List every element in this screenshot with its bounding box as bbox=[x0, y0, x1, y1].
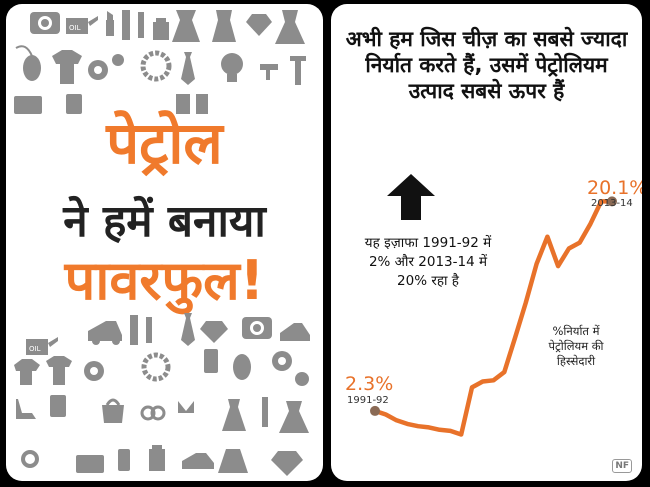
headline-line-2: ने हमें बनाया bbox=[63, 196, 266, 247]
line-chart: 2.3% 1991-92 20.1% 2013-14 bbox=[345, 177, 642, 437]
bikini-icon bbox=[178, 401, 194, 413]
mouse-icon bbox=[15, 45, 41, 81]
gear-icon bbox=[272, 351, 309, 386]
mouse-icon bbox=[233, 354, 251, 380]
gear-icon bbox=[84, 361, 104, 381]
headline-line-3: पावरफुल! bbox=[64, 249, 265, 312]
bottom-icon-collage: OIL bbox=[14, 313, 310, 476]
clothes-icon bbox=[176, 94, 208, 114]
oil-can-icon: OIL bbox=[26, 337, 58, 355]
lipstick-icon bbox=[106, 11, 114, 36]
start-value-label: 2.3% bbox=[345, 373, 393, 395]
up-arrow-icon bbox=[387, 174, 435, 220]
necklace-icon bbox=[140, 50, 172, 82]
tablet-icon bbox=[66, 94, 82, 114]
data-point-1991-92 bbox=[370, 405, 380, 416]
bag-icon bbox=[102, 398, 124, 423]
necklace-icon bbox=[141, 352, 171, 382]
tap-icon bbox=[260, 64, 278, 80]
car-icon bbox=[280, 323, 310, 341]
ruler-icon bbox=[122, 10, 144, 40]
series-line bbox=[372, 199, 615, 437]
dress-icon bbox=[279, 401, 309, 433]
ruler-icon bbox=[262, 397, 268, 427]
bulb-icon bbox=[221, 53, 243, 82]
screw-icon bbox=[290, 56, 306, 85]
diamond-icon bbox=[246, 14, 272, 36]
dress-icon bbox=[275, 10, 305, 44]
oil-can-icon: OIL bbox=[66, 16, 98, 34]
bottle-icon bbox=[153, 18, 169, 40]
diamond-icon bbox=[200, 321, 228, 343]
watch-icon bbox=[21, 450, 39, 468]
phone-icon bbox=[204, 349, 218, 373]
car-icon bbox=[88, 321, 122, 345]
ruler-icon bbox=[130, 315, 152, 345]
rings-icon bbox=[140, 405, 166, 421]
right-chart-panel: अभी हम जिस चीज़ का सबसे ज्यादा निर्यात क… bbox=[331, 4, 642, 481]
shirt-icon bbox=[52, 50, 82, 84]
top-icon-collage: OIL bbox=[14, 10, 306, 114]
left-poster-panel: OIL पेट्रोल ने हमें बनाया पावरफुल! bbox=[6, 4, 323, 481]
tie-icon bbox=[181, 52, 195, 85]
end-year-label: 2013-14 bbox=[591, 198, 633, 209]
camera-icon bbox=[30, 12, 60, 34]
gear-icon bbox=[88, 54, 124, 80]
chart-note: यह इज़ाफा 1991-92 में 2% और 2013-14 में … bbox=[364, 235, 492, 289]
headline-line-1: पेट्रोल bbox=[106, 109, 223, 177]
nf-logo: NF bbox=[612, 459, 632, 473]
series-label: %निर्यात में पेट्रोलियम की हिस्सेदारी bbox=[548, 324, 604, 368]
dress-icon bbox=[172, 10, 236, 42]
shirt-icon bbox=[14, 356, 72, 385]
svg-text:OIL: OIL bbox=[29, 345, 41, 353]
tablet-icon bbox=[50, 395, 66, 417]
tie-icon bbox=[181, 313, 195, 346]
chart-title: अभी हम जिस चीज़ का सबसे ज्यादा निर्यात क… bbox=[345, 27, 628, 103]
car-icon bbox=[182, 453, 214, 469]
data-points bbox=[370, 196, 617, 435]
skirt-icon bbox=[218, 449, 248, 473]
bottle-icon bbox=[149, 445, 165, 471]
diamond-icon bbox=[271, 451, 303, 476]
start-year-label: 1991-92 bbox=[347, 395, 389, 406]
svg-text:OIL: OIL bbox=[69, 24, 81, 32]
camera-icon bbox=[242, 317, 272, 339]
monitor-icon bbox=[14, 96, 42, 114]
dress-icon bbox=[222, 399, 246, 431]
data-point-2013-14 bbox=[607, 196, 617, 207]
heel-icon bbox=[16, 399, 36, 419]
phone-icon bbox=[118, 449, 130, 471]
end-value-label: 20.1% bbox=[587, 177, 642, 199]
monitor-icon bbox=[76, 455, 104, 473]
